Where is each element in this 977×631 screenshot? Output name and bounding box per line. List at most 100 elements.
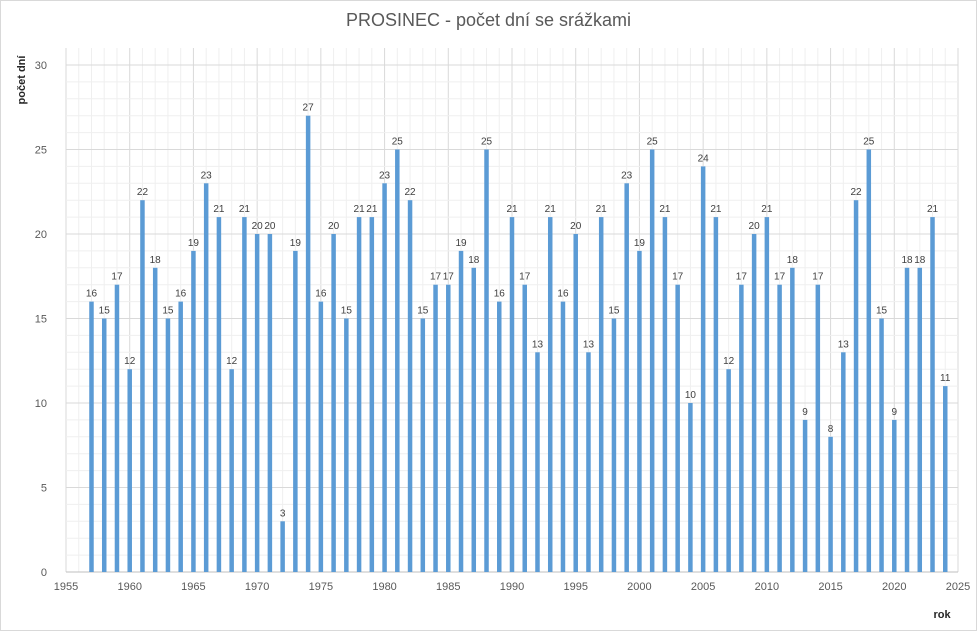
data-label-1982: 22 — [404, 187, 416, 198]
bar-1986 — [458, 250, 464, 572]
data-label-1959: 17 — [111, 272, 123, 283]
bar-1978 — [356, 217, 362, 572]
x-tick-label: 1965 — [181, 581, 205, 593]
bar-2024 — [943, 386, 948, 572]
bar-1984 — [433, 284, 438, 572]
data-label-1992: 13 — [532, 339, 544, 350]
data-label-1960: 12 — [124, 356, 136, 367]
data-label-1965: 19 — [188, 238, 200, 249]
data-label-2004: 10 — [685, 390, 697, 401]
x-tick-label: 1995 — [563, 581, 587, 593]
x-tick-label: 1985 — [436, 581, 460, 593]
bar-1960 — [127, 369, 132, 572]
bar-2008 — [739, 284, 744, 572]
data-label-1980: 23 — [379, 170, 391, 181]
data-label-2016: 13 — [838, 339, 850, 350]
bar-1999 — [624, 183, 629, 573]
bar-1987 — [471, 267, 477, 572]
data-label-2011: 17 — [774, 272, 786, 283]
data-label-1966: 23 — [201, 170, 213, 181]
data-label-1976: 20 — [328, 221, 340, 232]
data-label-1987: 18 — [468, 255, 480, 266]
data-label-1977: 15 — [341, 306, 353, 317]
bar-2006 — [713, 217, 719, 572]
data-label-2023: 21 — [927, 204, 939, 215]
bar-1959 — [114, 284, 120, 572]
bar-1980 — [382, 183, 387, 573]
x-tick-label: 1970 — [245, 581, 269, 593]
data-label-1957: 16 — [86, 289, 98, 300]
x-tick-label: 1955 — [54, 581, 78, 593]
bar-1985 — [446, 284, 451, 572]
bar-2018 — [866, 149, 872, 572]
bar-1963 — [165, 318, 171, 572]
bar-1977 — [344, 318, 349, 572]
data-label-1975: 16 — [315, 289, 327, 300]
data-label-2024: 11 — [940, 373, 951, 384]
bar-1994 — [560, 301, 566, 572]
x-tick-label: 1980 — [372, 581, 396, 593]
data-label-1969: 21 — [239, 204, 251, 215]
data-label-1998: 15 — [608, 306, 620, 317]
bar-1973 — [293, 250, 298, 572]
data-label-1996: 13 — [583, 339, 595, 350]
y-tick-label: 5 — [41, 483, 47, 495]
data-label-1964: 16 — [175, 289, 187, 300]
x-axis-ticks: 1955 1960 1965 1970 1975 1980 1985 1990 1995 2000… — [54, 581, 970, 593]
bar-2022 — [917, 267, 923, 572]
data-label-1990: 21 — [506, 204, 518, 215]
data-label-2008: 17 — [736, 272, 748, 283]
bar-2009 — [751, 234, 757, 572]
bar-1992 — [535, 352, 540, 572]
data-label-2018: 25 — [863, 137, 875, 148]
bar-2012 — [790, 267, 795, 572]
x-tick-label: 2025 — [946, 581, 970, 593]
data-label-2010: 21 — [761, 204, 773, 215]
bar-1968 — [229, 369, 234, 572]
data-label-1986: 19 — [455, 238, 467, 249]
bar-1967 — [216, 217, 222, 572]
data-label-1995: 20 — [570, 221, 582, 232]
data-label-1993: 21 — [545, 204, 557, 215]
bar-2003 — [675, 284, 680, 572]
data-label-1997: 21 — [596, 204, 608, 215]
data-label-1971: 20 — [264, 221, 276, 232]
bar-2001 — [649, 149, 655, 572]
y-tick-label: 25 — [35, 145, 47, 157]
bar-1961 — [140, 200, 145, 572]
bar-1981 — [395, 149, 400, 572]
x-tick-label: 2000 — [627, 581, 651, 593]
data-label-1991: 17 — [519, 272, 531, 283]
y-tick-label: 10 — [35, 398, 47, 410]
data-label-2012: 18 — [787, 255, 799, 266]
x-tick-label: 1990 — [500, 581, 524, 593]
bar-1964 — [178, 301, 183, 572]
bar-1976 — [331, 234, 336, 572]
data-label-2006: 21 — [710, 204, 722, 215]
bar-1991 — [522, 284, 527, 572]
data-label-1989: 16 — [494, 289, 506, 300]
x-tick-label: 2005 — [691, 581, 715, 593]
data-label-2020: 9 — [892, 407, 898, 418]
bar-2010 — [764, 217, 770, 572]
bar-1975 — [318, 301, 324, 572]
data-label-2005: 24 — [698, 153, 710, 164]
bar-1989 — [497, 301, 502, 572]
data-label-1981: 25 — [392, 137, 404, 148]
bar-1996 — [586, 352, 591, 572]
bar-2021 — [904, 267, 910, 572]
data-label-2021: 18 — [901, 255, 913, 266]
data-label-2019: 15 — [876, 306, 888, 317]
data-label-1999: 23 — [621, 170, 633, 181]
y-tick-label: 20 — [35, 229, 47, 241]
data-label-2009: 20 — [749, 221, 761, 232]
bar-1993 — [547, 217, 553, 572]
data-label-2002: 21 — [659, 204, 671, 215]
bar-1974 — [305, 115, 311, 572]
data-label-2022: 18 — [914, 255, 926, 266]
data-label-1983: 15 — [417, 306, 429, 317]
data-label-2001: 25 — [647, 137, 659, 148]
bar-1982 — [407, 200, 413, 572]
